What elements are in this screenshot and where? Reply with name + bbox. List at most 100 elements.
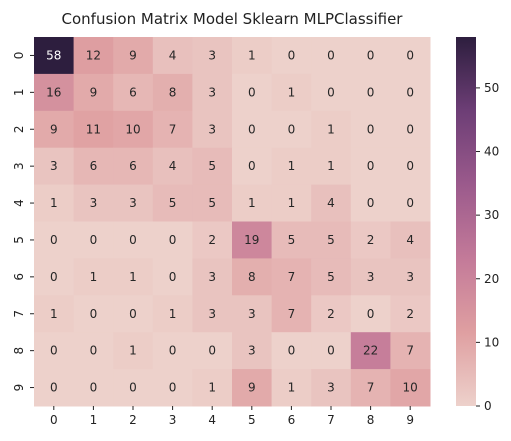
cell-value-label: 2	[208, 233, 216, 247]
cell-value-label: 0	[406, 48, 414, 62]
cell-value-label: 10	[403, 381, 418, 395]
cell-value-label: 0	[90, 307, 98, 321]
cell-value-label: 5	[208, 196, 216, 210]
cell-value-label: 12	[86, 48, 101, 62]
cell-value-label: 1	[50, 196, 58, 210]
cell-value-label: 1	[129, 270, 137, 284]
cell-value-label: 9	[248, 381, 256, 395]
cell-value-label: 0	[248, 122, 256, 136]
cell-value-label: 7	[288, 270, 296, 284]
cell-value-label: 0	[406, 196, 414, 210]
cell-value-label: 0	[406, 85, 414, 99]
x-tick-label: 9	[406, 413, 414, 427]
x-tick-label: 4	[208, 413, 216, 427]
cell-value-label: 0	[327, 344, 335, 358]
cell-value-label: 6	[129, 159, 137, 173]
cell-value-label: 2	[406, 307, 414, 321]
cell-value-label: 0	[129, 381, 137, 395]
cell-value-label: 3	[90, 196, 98, 210]
cell-value-label: 0	[367, 48, 375, 62]
cell-value-label: 3	[208, 85, 216, 99]
cell-value-label: 9	[50, 122, 58, 136]
colorbar-tick-label: 20	[484, 272, 499, 286]
colorbar-tick-label: 50	[484, 81, 499, 95]
cell-value-label: 5	[288, 233, 296, 247]
cell-value-label: 3	[248, 344, 256, 358]
cell-value-label: 1	[129, 344, 137, 358]
y-tick-label: 4	[12, 199, 26, 207]
cell-value-label: 0	[169, 270, 177, 284]
cell-value-label: 1	[248, 196, 256, 210]
y-tick-label: 9	[12, 384, 26, 392]
cell-value-label: 0	[169, 233, 177, 247]
colorbar: 0 10 20 30 40 50	[456, 37, 499, 413]
cell-value-label: 0	[50, 270, 58, 284]
colorbar-tick-label: 40	[484, 145, 499, 159]
cell-value-label: 3	[208, 48, 216, 62]
cell-value-label: 4	[327, 196, 335, 210]
cell-value-label: 0	[90, 233, 98, 247]
cell-value-label: 58	[46, 48, 61, 62]
cell-value-label: 3	[367, 270, 375, 284]
cell-value-label: 5	[169, 196, 177, 210]
y-tick-label: 6	[12, 273, 26, 281]
colorbar-tick-label: 0	[484, 399, 492, 413]
cell-value-label: 3	[129, 196, 137, 210]
cell-value-label: 0	[406, 122, 414, 136]
cell-value-label: 1	[288, 196, 296, 210]
cell-value-label: 3	[50, 159, 58, 173]
cell-value-label: 0	[129, 233, 137, 247]
cell-value-label: 4	[169, 48, 177, 62]
cell-value-label: 8	[169, 85, 177, 99]
heatmap-cells: 58 12 9 4 3 1 0 0 0 016 9 6 8 3 0 1 0 0 09 11 10 7 3 0 0 1 0 03 6 6 4 5…	[34, 37, 431, 407]
x-tick-label: 5	[248, 413, 256, 427]
colorbar-tick-label: 10	[484, 335, 499, 349]
cell-value-label: 0	[169, 344, 177, 358]
x-tick-label: 0	[50, 413, 58, 427]
cell-value-label: 6	[90, 159, 98, 173]
cell-value-label: 1	[288, 85, 296, 99]
colorbar-tick-label: 30	[484, 208, 499, 222]
cell-value-label: 2	[367, 233, 375, 247]
cell-value-label: 9	[129, 48, 137, 62]
cell-value-label: 0	[367, 122, 375, 136]
cell-value-label: 0	[288, 344, 296, 358]
cell-value-label: 7	[367, 381, 375, 395]
cell-value-label: 1	[327, 159, 335, 173]
cell-value-label: 7	[288, 307, 296, 321]
cell-value-label: 6	[129, 85, 137, 99]
cell-value-label: 0	[90, 344, 98, 358]
cell-value-label: 1	[169, 307, 177, 321]
cell-value-label: 0	[248, 85, 256, 99]
cell-value-label: 1	[208, 381, 216, 395]
cell-value-label: 22	[363, 344, 378, 358]
cell-value-label: 0	[288, 122, 296, 136]
y-tick-label: 8	[12, 347, 26, 355]
cell-value-label: 3	[406, 270, 414, 284]
cell-value-label: 1	[50, 307, 58, 321]
cell-value-label: 1	[327, 122, 335, 136]
cell-value-label: 16	[46, 85, 61, 99]
cell-value-label: 0	[288, 48, 296, 62]
y-tick-label: 2	[12, 125, 26, 133]
cell-value-label: 3	[208, 122, 216, 136]
cell-value-label: 0	[367, 307, 375, 321]
cell-value-label: 0	[367, 85, 375, 99]
y-tick-label: 5	[12, 236, 26, 244]
cell-value-label: 1	[248, 48, 256, 62]
cell-value-label: 9	[90, 85, 98, 99]
cell-value-label: 5	[208, 159, 216, 173]
cell-value-label: 0	[50, 233, 58, 247]
cell-value-label: 0	[327, 48, 335, 62]
y-axis-ticks: 0 1 2 3 4 5 6 7 8 9	[12, 52, 34, 392]
x-tick-label: 3	[169, 413, 177, 427]
x-tick-label: 6	[288, 413, 296, 427]
cell-value-label: 0	[248, 159, 256, 173]
y-tick-label: 7	[12, 310, 26, 318]
cell-value-label: 3	[208, 307, 216, 321]
cell-value-label: 3	[208, 270, 216, 284]
cell-value-label: 0	[208, 344, 216, 358]
cell-value-label: 7	[406, 344, 414, 358]
colorbar-gradient	[456, 37, 476, 406]
